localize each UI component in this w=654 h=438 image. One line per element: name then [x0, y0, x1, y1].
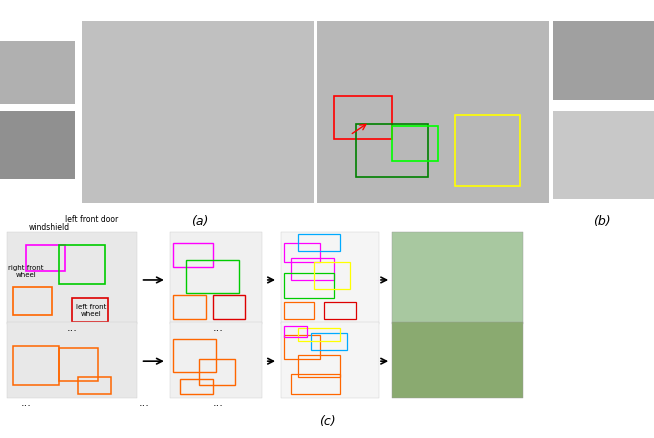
- Bar: [180, 379, 213, 394]
- Bar: [356, 125, 428, 177]
- Bar: [173, 296, 206, 320]
- Text: (b): (b): [593, 215, 610, 228]
- Bar: [392, 127, 438, 162]
- Bar: [298, 328, 340, 342]
- Bar: [317, 22, 549, 204]
- Bar: [392, 322, 523, 399]
- Bar: [553, 112, 654, 199]
- Bar: [284, 326, 307, 337]
- Bar: [7, 322, 137, 399]
- Text: left front
wheel: left front wheel: [77, 304, 107, 316]
- Bar: [82, 22, 314, 204]
- Bar: [298, 234, 340, 252]
- Bar: [170, 322, 262, 399]
- Bar: [291, 258, 334, 280]
- Bar: [199, 359, 235, 385]
- Bar: [26, 245, 65, 272]
- Bar: [281, 232, 379, 324]
- Bar: [72, 298, 108, 322]
- Text: ...: ...: [139, 397, 149, 407]
- Text: ...: ...: [213, 397, 223, 407]
- Bar: [0, 42, 75, 105]
- Bar: [455, 116, 520, 186]
- Text: windshield: windshield: [29, 223, 69, 232]
- Bar: [324, 302, 356, 320]
- Text: (a): (a): [191, 215, 208, 228]
- Bar: [291, 374, 340, 394]
- Bar: [553, 22, 654, 101]
- Bar: [13, 346, 59, 385]
- Bar: [0, 112, 75, 180]
- Text: ...: ...: [67, 323, 77, 333]
- Bar: [311, 333, 347, 350]
- Text: (c): (c): [318, 414, 336, 427]
- Bar: [298, 355, 340, 377]
- Bar: [213, 296, 245, 320]
- Bar: [170, 232, 262, 324]
- Bar: [173, 243, 213, 267]
- Bar: [281, 322, 379, 399]
- Text: left front door: left front door: [65, 214, 118, 223]
- Text: ...: ...: [213, 323, 223, 333]
- Bar: [284, 302, 314, 320]
- Bar: [173, 339, 216, 372]
- Bar: [284, 335, 320, 359]
- Bar: [78, 377, 111, 394]
- Text: right front
wheel: right front wheel: [9, 264, 44, 277]
- Bar: [13, 287, 52, 315]
- Bar: [284, 243, 320, 263]
- Bar: [392, 232, 523, 324]
- Bar: [59, 348, 98, 381]
- Bar: [314, 263, 350, 289]
- Bar: [284, 274, 334, 298]
- Bar: [59, 245, 105, 285]
- Text: ...: ...: [21, 397, 31, 407]
- Bar: [334, 96, 392, 140]
- Bar: [7, 232, 137, 324]
- Bar: [186, 261, 239, 293]
